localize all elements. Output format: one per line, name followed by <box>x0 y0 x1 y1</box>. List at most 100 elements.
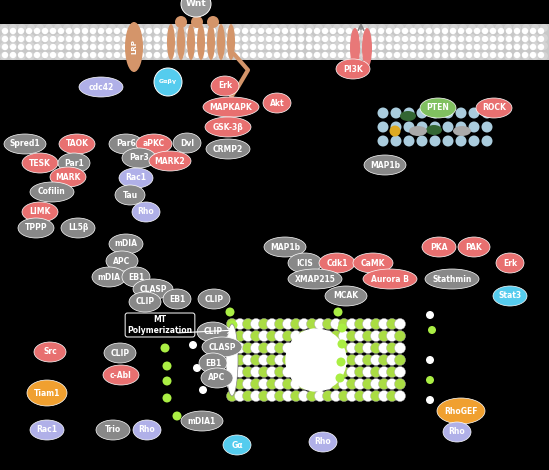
Circle shape <box>514 36 520 42</box>
Circle shape <box>410 28 416 34</box>
Circle shape <box>414 34 422 42</box>
Ellipse shape <box>288 253 322 273</box>
Circle shape <box>74 52 80 58</box>
Circle shape <box>434 28 440 34</box>
Circle shape <box>522 24 530 32</box>
Circle shape <box>207 24 215 32</box>
Text: aPKC: aPKC <box>143 140 165 149</box>
Circle shape <box>477 52 485 60</box>
Circle shape <box>207 16 219 28</box>
Circle shape <box>144 24 152 32</box>
Circle shape <box>207 52 215 60</box>
Circle shape <box>250 319 261 329</box>
Circle shape <box>299 330 310 342</box>
Circle shape <box>514 52 520 58</box>
Circle shape <box>114 28 120 34</box>
Circle shape <box>99 52 107 60</box>
Ellipse shape <box>30 182 74 202</box>
Circle shape <box>386 378 397 390</box>
Circle shape <box>346 44 352 50</box>
Circle shape <box>432 42 440 50</box>
Circle shape <box>114 44 120 50</box>
Circle shape <box>410 36 416 42</box>
Circle shape <box>74 28 80 34</box>
Text: Rho: Rho <box>449 428 466 437</box>
Circle shape <box>354 36 360 42</box>
Circle shape <box>290 52 296 58</box>
Circle shape <box>378 378 389 390</box>
Circle shape <box>330 354 341 366</box>
Ellipse shape <box>336 59 370 79</box>
Circle shape <box>234 24 242 32</box>
Circle shape <box>186 44 192 50</box>
Ellipse shape <box>173 133 201 153</box>
Circle shape <box>146 44 152 50</box>
Circle shape <box>417 122 428 133</box>
Text: Tiam1: Tiam1 <box>34 389 60 398</box>
Ellipse shape <box>59 134 95 154</box>
Circle shape <box>135 42 143 50</box>
Circle shape <box>404 122 414 133</box>
Circle shape <box>378 24 386 32</box>
Circle shape <box>378 108 389 118</box>
Circle shape <box>426 376 434 384</box>
Circle shape <box>154 28 160 34</box>
Circle shape <box>405 34 413 42</box>
Circle shape <box>54 42 62 50</box>
Circle shape <box>193 364 201 372</box>
Circle shape <box>495 42 503 50</box>
Circle shape <box>178 28 184 34</box>
Circle shape <box>82 52 88 58</box>
Circle shape <box>234 28 240 34</box>
Circle shape <box>72 34 80 42</box>
Text: EB1: EB1 <box>128 273 144 282</box>
Circle shape <box>355 367 366 377</box>
Circle shape <box>498 52 504 58</box>
Circle shape <box>122 44 128 50</box>
Circle shape <box>337 358 345 367</box>
Circle shape <box>504 42 512 50</box>
Circle shape <box>274 391 285 401</box>
Circle shape <box>306 42 314 50</box>
Circle shape <box>466 52 472 58</box>
Circle shape <box>126 52 134 60</box>
Ellipse shape <box>133 420 161 440</box>
Circle shape <box>288 34 296 42</box>
Circle shape <box>154 68 182 96</box>
Ellipse shape <box>422 237 456 257</box>
Ellipse shape <box>211 76 239 96</box>
Circle shape <box>266 391 277 401</box>
Circle shape <box>355 354 366 366</box>
Text: MAP1b: MAP1b <box>270 243 300 251</box>
Circle shape <box>458 52 464 58</box>
Circle shape <box>362 330 373 342</box>
Circle shape <box>225 24 233 32</box>
Circle shape <box>36 52 44 60</box>
Circle shape <box>81 52 89 60</box>
Circle shape <box>108 34 116 42</box>
Circle shape <box>45 34 53 42</box>
Circle shape <box>234 52 240 58</box>
Circle shape <box>351 34 359 42</box>
Circle shape <box>162 34 170 42</box>
Text: Src: Src <box>43 347 57 357</box>
Circle shape <box>283 330 294 342</box>
Ellipse shape <box>363 269 417 289</box>
Text: PI3K: PI3K <box>343 64 363 73</box>
Ellipse shape <box>263 93 291 113</box>
Circle shape <box>82 36 88 42</box>
Ellipse shape <box>264 237 306 257</box>
Circle shape <box>371 330 382 342</box>
Circle shape <box>74 36 80 42</box>
Circle shape <box>81 42 89 50</box>
Circle shape <box>315 378 326 390</box>
Circle shape <box>82 44 88 50</box>
Circle shape <box>522 52 528 58</box>
Circle shape <box>243 319 254 329</box>
Circle shape <box>210 28 216 34</box>
Ellipse shape <box>27 380 67 406</box>
Circle shape <box>171 24 179 32</box>
Text: PTEN: PTEN <box>427 103 450 112</box>
Circle shape <box>324 24 332 32</box>
Circle shape <box>210 36 216 42</box>
